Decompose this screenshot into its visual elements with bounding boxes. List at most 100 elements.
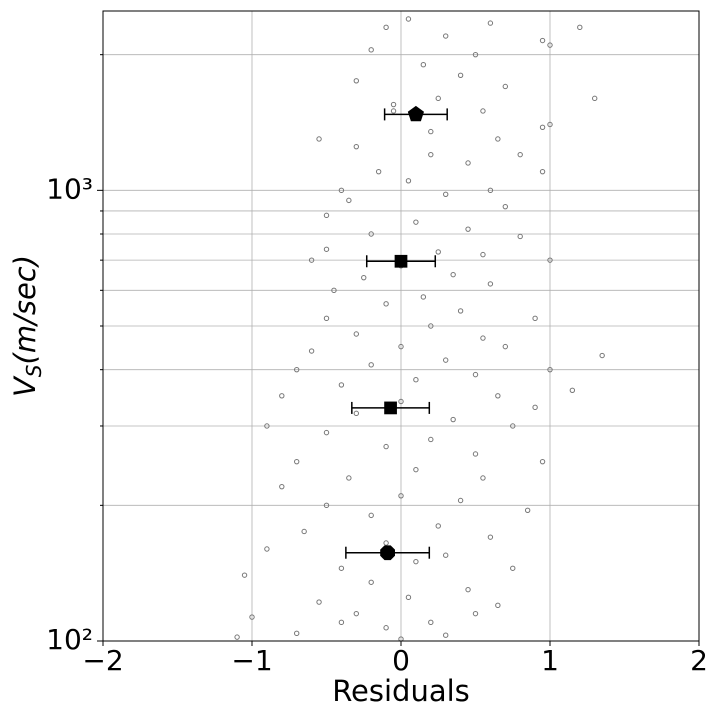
data-point	[368, 47, 374, 53]
data-point	[398, 343, 404, 350]
data-point	[323, 429, 330, 436]
data-point	[383, 301, 389, 307]
data-point	[592, 95, 598, 102]
data-point	[294, 366, 300, 373]
data-point	[383, 443, 389, 450]
data-point	[368, 579, 374, 585]
plot-frame	[102, 10, 700, 642]
data-point	[353, 410, 359, 417]
data-point	[517, 151, 523, 158]
x-tick-label: 2	[690, 644, 708, 677]
data-point	[264, 546, 270, 552]
data-point	[443, 552, 449, 558]
data-point	[353, 331, 359, 337]
y-label-unit: (m/sec)	[8, 255, 42, 365]
data-point	[495, 136, 501, 142]
data-point	[353, 78, 359, 84]
data-point	[450, 271, 456, 278]
data-point	[510, 565, 516, 571]
data-point	[413, 377, 419, 383]
y-label-main: V	[8, 375, 42, 397]
data-point	[308, 348, 315, 354]
data-point	[487, 187, 494, 194]
data-point	[428, 323, 434, 329]
data-point	[443, 357, 449, 363]
data-point	[480, 251, 486, 258]
data-point	[435, 523, 441, 529]
data-point	[279, 483, 285, 490]
data-point	[539, 458, 546, 465]
data-point	[323, 212, 330, 219]
data-point	[331, 287, 337, 294]
data-point	[465, 226, 471, 232]
data-point	[465, 586, 471, 593]
data-point	[480, 335, 486, 341]
x-axis-label: Residuals	[332, 674, 470, 708]
data-point	[316, 599, 322, 605]
data-point	[480, 108, 486, 114]
data-point	[547, 121, 553, 128]
data-point	[323, 502, 330, 509]
data-point	[353, 143, 359, 150]
data-point	[599, 352, 605, 359]
binned-mean	[380, 545, 395, 561]
data-point	[308, 257, 315, 263]
data-point	[420, 62, 427, 68]
data-point	[338, 619, 345, 626]
data-point	[435, 249, 441, 255]
data-point	[323, 246, 330, 252]
data-point	[361, 274, 367, 281]
x-tick-label: 1	[541, 644, 559, 677]
data-point	[413, 558, 419, 565]
binned-mean	[407, 105, 424, 122]
data-point	[472, 451, 479, 457]
data-point	[547, 366, 553, 373]
data-point	[390, 101, 397, 108]
binned-mean	[394, 254, 408, 268]
data-point	[539, 168, 546, 175]
data-point	[457, 497, 464, 504]
data-point	[249, 614, 255, 620]
data-point	[338, 187, 345, 194]
data-point	[532, 315, 538, 322]
data-point	[472, 371, 479, 378]
data-point	[375, 168, 382, 175]
data-point	[338, 565, 345, 571]
data-point	[294, 458, 300, 465]
data-point	[368, 512, 374, 519]
data-point	[323, 315, 330, 322]
data-point	[539, 124, 546, 130]
data-point	[443, 33, 449, 39]
data-point	[316, 136, 322, 142]
x-tick-label: −2	[82, 644, 123, 677]
x-tick-label: −1	[231, 644, 272, 677]
binned-mean	[384, 401, 397, 415]
data-point	[510, 423, 516, 429]
data-point	[264, 423, 270, 429]
data-point	[234, 634, 240, 640]
data-point	[547, 257, 553, 263]
y-tick-label: 10³	[46, 172, 93, 205]
data-point	[383, 625, 389, 631]
data-point	[353, 610, 359, 617]
data-point	[413, 466, 419, 473]
data-point	[457, 72, 464, 78]
data-point	[465, 160, 471, 166]
data-point	[539, 37, 546, 44]
data-point	[495, 393, 501, 399]
data-point	[405, 16, 412, 22]
data-point	[338, 382, 345, 388]
y-label-sub: S	[22, 364, 46, 377]
data-point	[502, 343, 508, 350]
data-point	[428, 151, 434, 158]
data-point	[532, 404, 538, 411]
data-point	[435, 95, 441, 102]
data-point	[443, 191, 449, 197]
data-point	[487, 281, 494, 287]
data-point	[398, 398, 404, 405]
data-point	[383, 24, 389, 31]
data-point	[346, 475, 352, 481]
data-point	[383, 540, 389, 546]
